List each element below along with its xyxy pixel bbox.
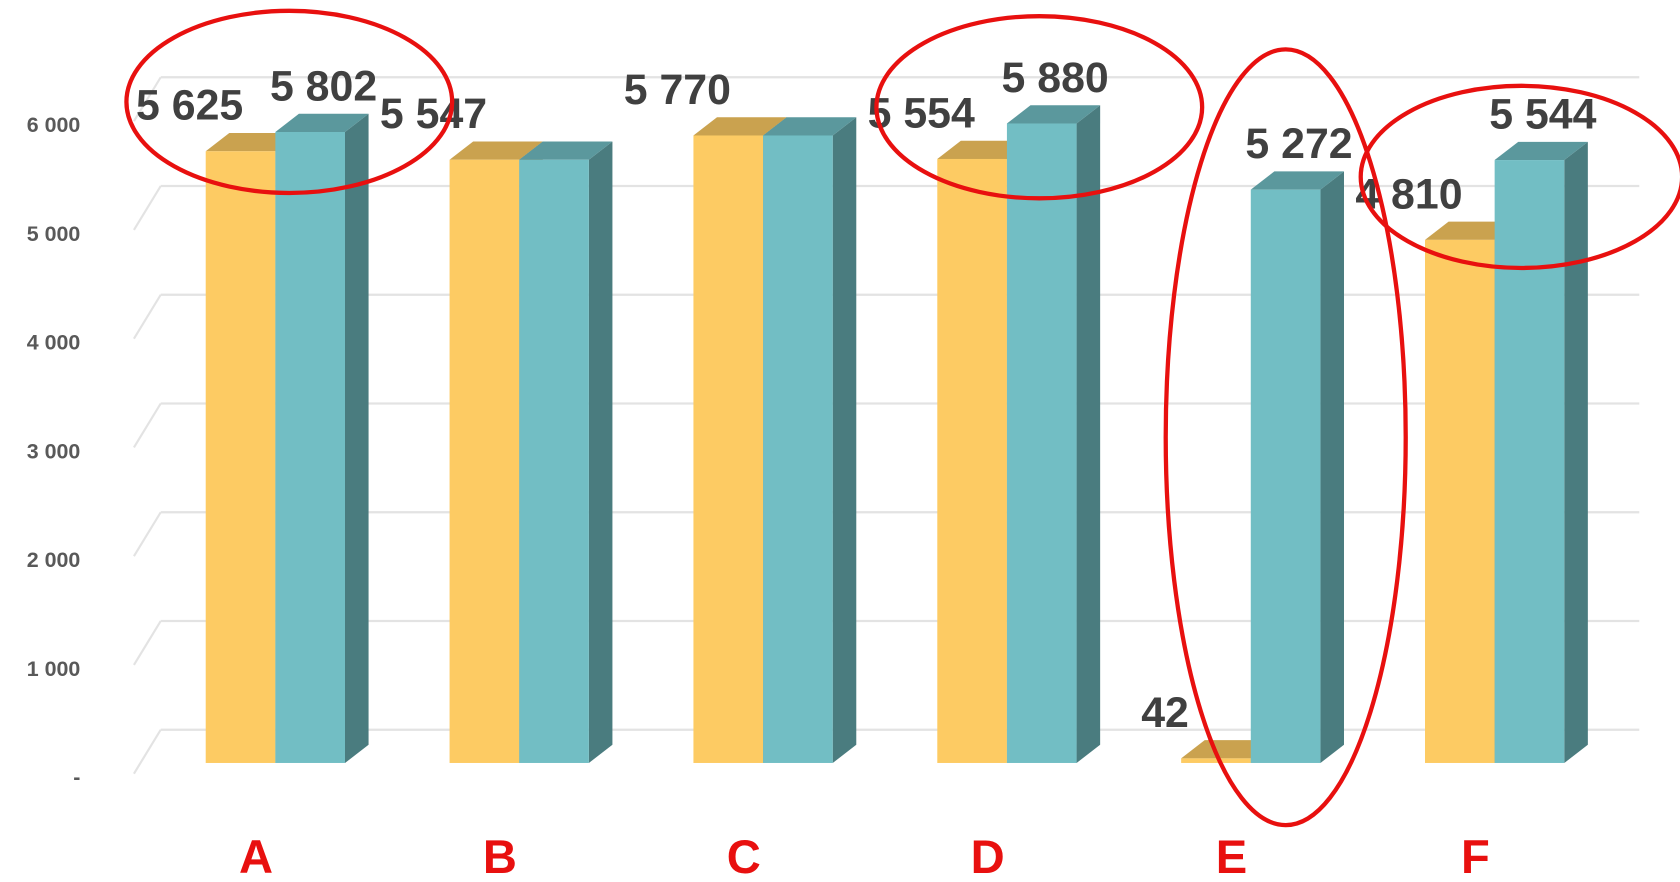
- y-tick-label: 4 000: [27, 331, 81, 355]
- grid-line: [133, 620, 162, 666]
- data-label: 42: [1141, 689, 1189, 737]
- bar-side: [1320, 171, 1344, 763]
- x-tick-label: F: [1461, 830, 1490, 882]
- x-tick-label: D: [971, 830, 1005, 882]
- data-label: 5 272: [1245, 120, 1352, 168]
- bar-side: [1564, 141, 1588, 763]
- y-tick-label: 3 000: [27, 439, 81, 463]
- y-tick-label: 1 000: [27, 657, 81, 681]
- grid-line: [133, 185, 162, 231]
- bar: [205, 151, 276, 763]
- data-label: 5 770: [624, 66, 731, 114]
- bar: [449, 159, 520, 763]
- bar-side: [345, 113, 369, 763]
- bar-top: [1006, 105, 1101, 124]
- bar-top: [1250, 171, 1344, 190]
- grid-line: [133, 294, 162, 340]
- data-label: 5 544: [1489, 91, 1596, 139]
- y-tick-label: 6 000: [27, 113, 81, 137]
- bar-top: [519, 141, 613, 160]
- bar: [275, 131, 345, 763]
- data-label: 5 880: [1002, 54, 1109, 102]
- grid-line: [133, 729, 162, 775]
- data-label: 5 554: [868, 89, 975, 137]
- data-label: 5 802: [270, 62, 377, 110]
- grid-line: [133, 511, 162, 557]
- bar-top: [763, 117, 857, 136]
- bar: [937, 158, 1007, 763]
- bar: [1494, 160, 1565, 763]
- bar: [693, 135, 764, 763]
- data-label: 5 547: [380, 90, 487, 138]
- grid-line: [133, 402, 162, 448]
- y-tick-label: -: [73, 766, 80, 790]
- y-tick-label: 2 000: [27, 548, 81, 572]
- bar-side: [832, 117, 857, 763]
- bar-top: [693, 117, 787, 136]
- data-label: 5 625: [136, 82, 243, 130]
- bar-top: [449, 141, 543, 160]
- x-tick-label: B: [483, 830, 517, 882]
- bar: [1250, 189, 1321, 763]
- highlight-ellipse: [874, 14, 1205, 201]
- y-tick-label: 5 000: [27, 222, 81, 246]
- x-tick-label: C: [727, 830, 761, 882]
- bar: [763, 135, 833, 763]
- bar: [1181, 758, 1251, 763]
- x-tick-label: E: [1216, 830, 1247, 882]
- bar: [1006, 123, 1077, 763]
- highlight-ellipse: [1163, 47, 1408, 828]
- grid-line: [133, 76, 162, 122]
- bar-top: [275, 113, 369, 132]
- bar-side: [588, 141, 613, 763]
- highlight-ellipse: [1358, 83, 1680, 271]
- bar-top: [1494, 141, 1588, 161]
- bar-side: [1076, 105, 1101, 763]
- bar: [1425, 239, 1495, 763]
- highlight-ellipse: [124, 8, 455, 196]
- x-tick-label: A: [239, 830, 273, 882]
- bar: [519, 159, 589, 763]
